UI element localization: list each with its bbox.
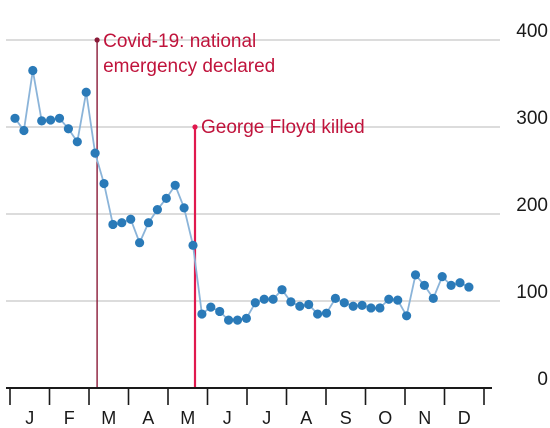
data-point bbox=[428, 293, 438, 303]
data-point bbox=[437, 272, 447, 282]
data-point bbox=[108, 219, 118, 230]
data-point bbox=[206, 302, 216, 312]
data-point bbox=[402, 311, 412, 321]
data-point bbox=[215, 306, 225, 317]
data-point bbox=[117, 218, 127, 228]
data-point bbox=[197, 309, 207, 319]
y-axis-labels: 0 100 200 300 400 bbox=[516, 21, 548, 390]
x-tick-label: A bbox=[142, 408, 154, 428]
data-point bbox=[19, 125, 29, 136]
data-point bbox=[446, 280, 456, 290]
x-tick-label: F bbox=[64, 408, 75, 428]
data-point bbox=[63, 124, 73, 134]
data-point bbox=[232, 315, 243, 325]
data-point bbox=[393, 295, 403, 305]
data-point bbox=[375, 303, 385, 313]
data-point bbox=[241, 313, 251, 323]
annotation-label: Covid-19: national bbox=[103, 31, 256, 52]
data-point bbox=[72, 137, 82, 147]
y-tick-label: 200 bbox=[516, 195, 548, 216]
data-point bbox=[37, 116, 47, 126]
x-tick-label: N bbox=[418, 408, 431, 428]
data-point bbox=[455, 278, 465, 288]
annotation-label: emergency declared bbox=[103, 56, 275, 77]
data-points bbox=[10, 65, 474, 325]
data-point bbox=[90, 148, 100, 158]
data-point bbox=[250, 298, 260, 308]
data-point bbox=[46, 115, 56, 125]
x-tick-label: S bbox=[340, 408, 352, 428]
data-point bbox=[268, 294, 278, 304]
x-tick-label: D bbox=[458, 408, 471, 428]
data-point bbox=[330, 293, 340, 303]
data-point bbox=[419, 280, 429, 290]
y-tick-label: 100 bbox=[516, 282, 548, 303]
data-point bbox=[348, 301, 358, 311]
annotation-marker bbox=[94, 37, 100, 43]
data-point bbox=[295, 301, 305, 311]
annotation-label: George Floyd killed bbox=[201, 117, 365, 138]
y-tick-label: 300 bbox=[516, 108, 548, 129]
data-point bbox=[224, 315, 234, 325]
data-point bbox=[143, 218, 154, 228]
data-point bbox=[28, 65, 38, 76]
x-tick-label: O bbox=[378, 408, 392, 428]
data-point bbox=[277, 285, 287, 295]
data-point bbox=[135, 238, 145, 248]
data-point bbox=[99, 178, 109, 189]
data-point bbox=[313, 309, 323, 319]
data-point bbox=[410, 270, 421, 280]
series-line bbox=[14, 70, 470, 322]
x-tick-label: J bbox=[262, 408, 271, 428]
data-point bbox=[286, 297, 296, 307]
data-point bbox=[464, 282, 474, 292]
data-point bbox=[321, 308, 332, 318]
y-tick-label: 0 bbox=[537, 369, 548, 390]
x-tick-label: M bbox=[180, 408, 195, 428]
data-point bbox=[161, 193, 171, 203]
x-tick-label: J bbox=[223, 408, 232, 428]
data-point bbox=[188, 240, 198, 250]
series-line-group bbox=[14, 70, 470, 322]
data-point bbox=[152, 205, 162, 215]
x-tick-label: J bbox=[25, 408, 34, 428]
data-point bbox=[384, 294, 394, 304]
annotation-labels: Covid-19: national emergency declared Geor… bbox=[103, 31, 365, 138]
data-point bbox=[126, 214, 136, 224]
y-tick-label: 400 bbox=[516, 21, 548, 42]
data-point bbox=[54, 113, 65, 123]
annotation-marker bbox=[192, 124, 198, 130]
data-point bbox=[304, 299, 314, 310]
x-tick-label: A bbox=[300, 408, 312, 428]
data-point bbox=[339, 298, 349, 308]
data-point bbox=[259, 294, 269, 304]
data-point bbox=[10, 113, 20, 123]
x-tick-label: M bbox=[101, 408, 116, 428]
data-point bbox=[366, 303, 376, 313]
grid-lines bbox=[6, 39, 500, 302]
data-point bbox=[81, 87, 91, 97]
data-point bbox=[170, 180, 180, 190]
data-point bbox=[357, 300, 367, 310]
data-point bbox=[179, 203, 189, 213]
